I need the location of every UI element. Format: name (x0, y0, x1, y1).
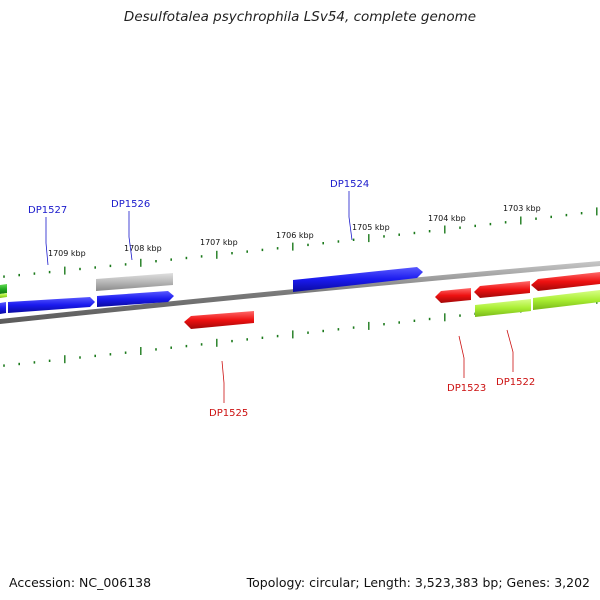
leader-line (221, 360, 225, 403)
gene-arrow-forward[interactable] (293, 267, 423, 292)
gene-label-reverse[interactable]: DP1522 (496, 377, 535, 388)
kbp-label: 1705 kbp (352, 223, 390, 232)
gene-arrow-dark-green[interactable] (0, 284, 7, 294)
leader-line (458, 335, 465, 378)
accession-text: Accession: NC_006138 (9, 575, 152, 590)
gene-arrow-reverse[interactable] (531, 272, 600, 291)
map-title: Desulfotalea psychrophila LSv54, complet… (123, 9, 477, 25)
outer-tick-ring (3, 207, 598, 278)
gene-arrow-reverse[interactable] (435, 288, 471, 303)
leader-line (128, 211, 133, 261)
kbp-label: 1709 kbp (48, 249, 86, 258)
leader-line (506, 329, 514, 372)
kbp-label: 1708 kbp (124, 244, 162, 253)
gene-arrow-forward[interactable] (8, 297, 95, 313)
gene-label-reverse[interactable]: DP1525 (209, 408, 248, 419)
gene-arrow-reverse[interactable] (474, 281, 530, 298)
kbp-label: 1704 kbp (428, 214, 466, 223)
gene-arrow-grey[interactable] (96, 273, 173, 291)
kbp-label: 1707 kbp (200, 238, 238, 247)
kbp-label: 1703 kbp (503, 204, 541, 213)
gene-arrow-light-green[interactable] (533, 290, 600, 310)
gene-label-leaders (45, 191, 514, 403)
leader-line (348, 191, 353, 241)
kbp-label: 1706 kbp (276, 231, 314, 240)
gene-arrow-forward[interactable] (97, 291, 174, 307)
gene-label-forward[interactable]: DP1524 (330, 179, 369, 190)
gene-label-reverse[interactable]: DP1523 (447, 383, 486, 394)
gene-arrow-forward[interactable] (0, 302, 6, 314)
genome-backbone (0, 261, 600, 324)
reverse-strand-genes (184, 272, 600, 329)
gene-label-forward[interactable]: DP1526 (111, 199, 150, 210)
forward-strand-genes (0, 267, 423, 314)
gene-arrow-light-green[interactable] (0, 293, 7, 298)
leader-line (45, 217, 49, 266)
gene-label-forward[interactable]: DP1527 (28, 205, 67, 216)
gene-arrow-light-green[interactable] (475, 299, 531, 317)
genome-summary-text: Topology: circular; Length: 3,523,383 bp… (246, 575, 590, 590)
gene-labels: DP1527 DP1526 DP1524 DP1525 DP1523 DP152… (28, 179, 535, 419)
gene-arrow-reverse[interactable] (184, 311, 254, 329)
kbp-labels: 1709 kbp 1708 kbp 1707 kbp 1706 kbp 1705… (48, 204, 541, 258)
